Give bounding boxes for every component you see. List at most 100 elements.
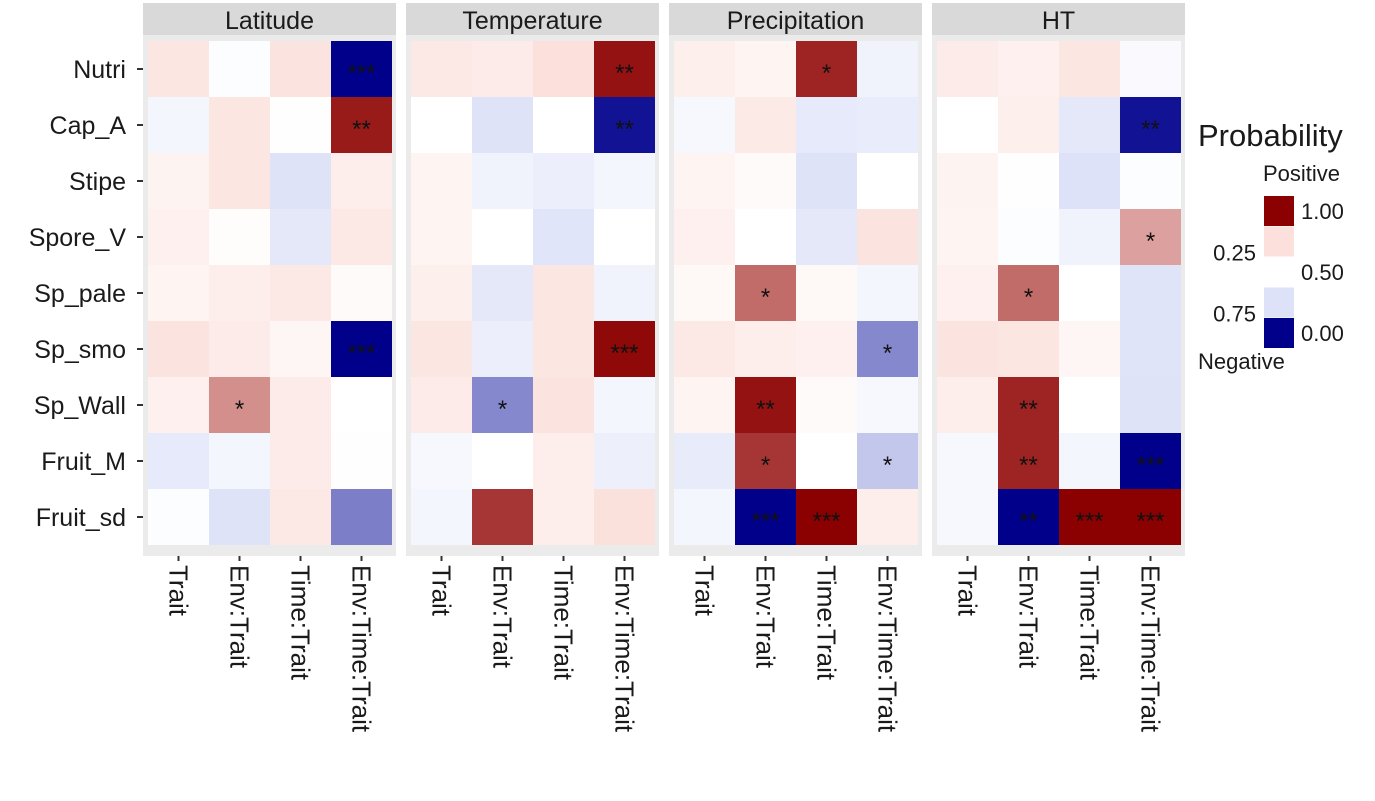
heatmap-cell (209, 97, 270, 153)
heatmap-cell (270, 153, 331, 209)
significance-label: *** (751, 508, 779, 535)
heatmap-cell (411, 265, 472, 321)
x-tick-label: Time:Trait (812, 565, 842, 681)
heatmap-cell (1059, 41, 1120, 97)
heatmap-cell (270, 433, 331, 489)
heatmap-cell (472, 209, 533, 265)
significance-label: * (883, 452, 892, 479)
x-tick-label: Env:Time:Trait (610, 565, 640, 733)
y-tick-label: Fruit_M (41, 448, 126, 476)
heatmap-cell (1059, 265, 1120, 321)
significance-label: ** (1141, 116, 1160, 143)
significance-label: * (1024, 284, 1033, 311)
heatmap-cell (857, 489, 918, 545)
y-tick-label: Sp_pale (34, 280, 126, 308)
y-tick-label: Fruit_sd (36, 504, 126, 532)
heatmap-cell (674, 209, 735, 265)
heatmap-cell (148, 97, 209, 153)
heatmap-cell (1120, 377, 1181, 433)
heatmap-cell (998, 97, 1059, 153)
x-tick-label: Env:Trait (225, 565, 255, 669)
heatmap-cell (270, 489, 331, 545)
heatmap-cell (1120, 209, 1181, 265)
significance-label: ** (756, 396, 775, 423)
heatmap-cell (735, 265, 796, 321)
heatmap-cell (533, 489, 594, 545)
x-tick-label: Trait (164, 565, 194, 617)
facet-strip-label: Precipitation (727, 7, 865, 35)
significance-label: * (1146, 228, 1155, 255)
heatmap-cell (857, 265, 918, 321)
heatmap-cell (1059, 153, 1120, 209)
heatmap-cell (594, 153, 655, 209)
heatmap-cell (411, 209, 472, 265)
significance-label: *** (1075, 508, 1103, 535)
y-tick-label: Spore_V (29, 224, 127, 252)
heatmap-cell (209, 433, 270, 489)
heatmap-cell (1120, 97, 1181, 153)
facet-strip (669, 3, 922, 35)
heatmap-cell (937, 377, 998, 433)
heatmap-cell (857, 209, 918, 265)
legend-key-label: 0.25 (1213, 241, 1256, 266)
x-tick-label: Trait (427, 565, 457, 617)
heatmap-cell (331, 153, 392, 209)
heatmap-cell (270, 41, 331, 97)
heatmap-cell (472, 265, 533, 321)
heatmap-cell (674, 265, 735, 321)
heatmap-cell (937, 209, 998, 265)
heatmap-cell (857, 153, 918, 209)
heatmap-cell (594, 265, 655, 321)
heatmap-cell (735, 97, 796, 153)
heatmap-cell (937, 433, 998, 489)
heatmap-cell (209, 265, 270, 321)
heatmap-cell (1120, 433, 1181, 489)
legend-key (1264, 196, 1294, 226)
row-labels: Nutri Cap_A Stipe Spore_V Sp_pale Sp_smo Sp_Wa… (29, 56, 143, 532)
heatmap-cell (1120, 265, 1181, 321)
x-tick-label: Env:Time:Trait (347, 565, 377, 733)
significance-label: *** (1136, 508, 1164, 535)
heatmap-cell (472, 489, 533, 545)
heatmap-cell (735, 153, 796, 209)
heatmap-cell (796, 377, 857, 433)
heatmap-cell (1120, 321, 1181, 377)
heatmap-cell (472, 377, 533, 433)
heatmap-cell (411, 321, 472, 377)
heatmap-cell (1059, 489, 1120, 545)
heatmap-cell (331, 97, 392, 153)
significance-label: * (761, 452, 770, 479)
y-tick-label: Cap_A (50, 112, 127, 140)
heatmap-cell (148, 433, 209, 489)
heatmap-cell (148, 209, 209, 265)
legend-key-label: 0.75 (1213, 302, 1256, 327)
significance-label: *** (610, 340, 638, 367)
heatmap-cell (857, 377, 918, 433)
heatmap-cell (937, 265, 998, 321)
heatmap-cell (331, 209, 392, 265)
heatmap-cell (594, 41, 655, 97)
heatmap-cell (937, 41, 998, 97)
heatmap-cell (594, 489, 655, 545)
heatmap-cell (331, 433, 392, 489)
heatmap-cell (796, 489, 857, 545)
legend-key-label: 0.50 (1301, 260, 1344, 285)
heatmap-cell (331, 321, 392, 377)
significance-label: * (822, 60, 831, 87)
x-tick-label: Trait (953, 565, 983, 617)
heatmap-cell (148, 265, 209, 321)
heatmap-cell (857, 97, 918, 153)
heatmap-cell (533, 153, 594, 209)
heatmap-cell (594, 321, 655, 377)
heatmap-cell (270, 209, 331, 265)
heatmap-cell (533, 209, 594, 265)
heatmap-cell (735, 321, 796, 377)
heatmap-cell (270, 377, 331, 433)
heatmap-cell (998, 209, 1059, 265)
legend-key-label: 0.00 (1301, 321, 1344, 346)
heatmap-cell (411, 97, 472, 153)
x-tick-label: Time:Trait (549, 565, 579, 681)
heatmap-cell (937, 153, 998, 209)
heatmap-cell (998, 377, 1059, 433)
heatmap-cell (998, 41, 1059, 97)
